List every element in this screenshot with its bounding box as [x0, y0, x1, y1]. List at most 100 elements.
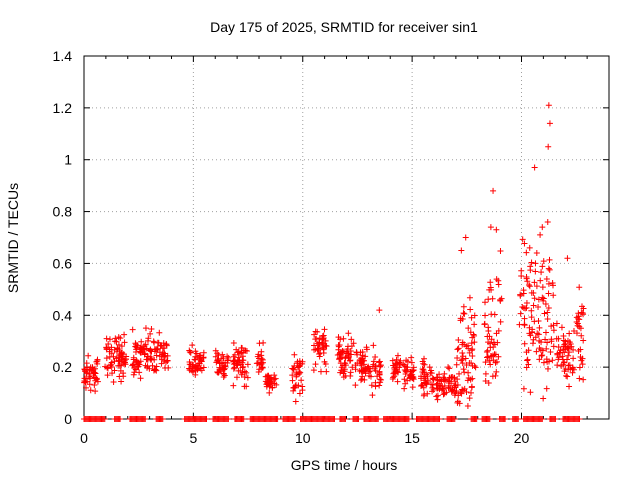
data-point: [469, 334, 476, 341]
x-tick-label: 15: [404, 430, 420, 446]
data-point: [524, 356, 531, 363]
data-point: [121, 331, 128, 338]
data-point: [115, 341, 122, 348]
data-point: [485, 379, 492, 386]
data-point: [401, 376, 408, 383]
data-point: [521, 315, 528, 322]
data-point: [345, 350, 352, 357]
data-point: [568, 343, 575, 350]
data-point: [347, 369, 354, 376]
data-point: [214, 350, 221, 357]
data-point: [485, 328, 492, 335]
data-point: [533, 283, 540, 290]
x-tick-label: 10: [295, 430, 311, 446]
data-point: [523, 349, 530, 356]
data-point: [243, 347, 250, 354]
data-point: [189, 342, 196, 349]
data-point: [117, 367, 124, 374]
data-point: [405, 416, 412, 422]
data-point: [578, 309, 585, 316]
data-point: [320, 335, 327, 342]
data-point: [291, 351, 298, 358]
data-point: [352, 362, 359, 369]
data-point: [408, 354, 415, 361]
data-point: [559, 356, 566, 363]
data-point: [446, 365, 453, 372]
data-point: [234, 357, 241, 364]
data-point: [456, 400, 463, 407]
data-point: [147, 355, 154, 362]
data-point: [294, 364, 301, 371]
data-point: [579, 361, 586, 368]
data-point: [153, 367, 160, 374]
data-point: [467, 389, 474, 396]
data-point: [542, 300, 549, 307]
data-point: [462, 355, 469, 362]
data-point: [538, 269, 545, 276]
data-point: [482, 370, 489, 377]
y-tick-label: 0.8: [53, 204, 73, 220]
data-point: [484, 347, 491, 354]
data-point: [113, 338, 120, 345]
data-point: [549, 357, 556, 364]
data-point: [565, 352, 572, 359]
data-point: [149, 362, 156, 369]
data-point: [268, 375, 275, 382]
data-point: [555, 344, 562, 351]
data-point: [576, 316, 583, 323]
data-point: [214, 356, 221, 363]
data-point: [521, 321, 528, 328]
data-point: [527, 389, 534, 396]
data-point: [225, 416, 232, 422]
data-point: [144, 364, 151, 371]
data-point: [518, 267, 525, 274]
data-point: [538, 352, 545, 359]
data-point: [296, 368, 303, 375]
data-point: [91, 382, 98, 389]
data-point: [543, 356, 550, 363]
data-point: [197, 354, 204, 361]
data-point: [376, 307, 383, 314]
data-point: [92, 388, 99, 395]
data-point: [375, 416, 382, 422]
data-point: [401, 385, 408, 392]
data-point: [482, 299, 489, 306]
data-point: [558, 324, 565, 331]
data-point: [136, 345, 143, 352]
data-point: [121, 359, 128, 366]
data-point: [576, 416, 583, 422]
data-point: [526, 282, 533, 289]
data-point: [455, 392, 462, 399]
data-point: [233, 374, 240, 381]
data-point: [471, 321, 478, 328]
data-point: [266, 389, 273, 396]
data-point: [566, 349, 573, 356]
data-point: [87, 387, 94, 394]
data-point: [545, 102, 552, 109]
data-point: [580, 376, 587, 383]
data-point: [535, 303, 542, 310]
data-point: [318, 368, 325, 375]
data-point: [396, 360, 403, 367]
data-point: [231, 364, 238, 371]
data-point: [539, 224, 546, 231]
data-point: [545, 290, 552, 297]
data-point: [487, 224, 494, 231]
data-point: [109, 370, 116, 377]
data-point: [364, 364, 371, 371]
data-point: [456, 370, 463, 377]
data-point: [153, 352, 160, 359]
data-point: [468, 340, 475, 347]
data-point: [189, 368, 196, 375]
data-point: [522, 305, 529, 312]
data-point: [487, 279, 494, 286]
data-point: [358, 367, 365, 374]
data-point: [482, 312, 489, 319]
data-point: [544, 309, 551, 316]
data-point: [142, 416, 149, 422]
data-point: [106, 353, 113, 360]
data-point: [578, 357, 585, 364]
axis-ticks: 0 0.2 0.4 0.6 0.8 1 1.2 1.4 0 5 10 15 20: [53, 48, 609, 446]
data-point: [291, 362, 298, 369]
data-point: [111, 358, 118, 365]
